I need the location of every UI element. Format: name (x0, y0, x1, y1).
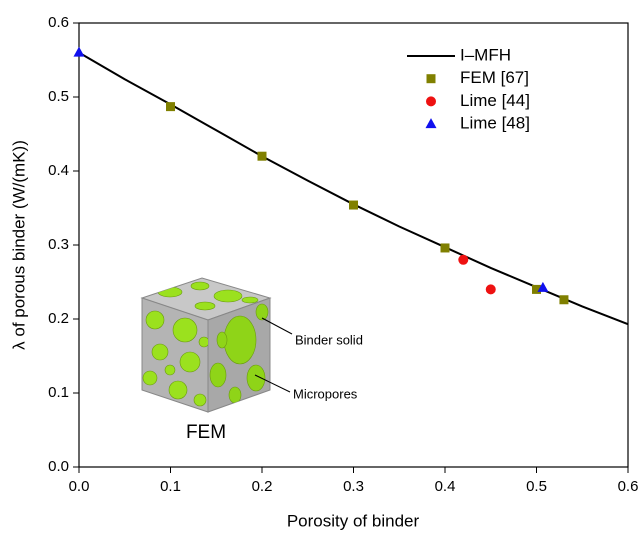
annotation: Binder solid (295, 332, 363, 347)
data-point (440, 243, 450, 253)
legend-label: FEM [67] (460, 68, 529, 87)
y-tick-label: 0.6 (48, 14, 69, 31)
legend-swatch (425, 118, 437, 129)
x-axis-label: Porosity of binder (287, 511, 420, 530)
fem-cube (140, 277, 293, 413)
data-line (78, 51, 629, 326)
x-tick-label: 0.0 (69, 478, 90, 495)
legend-label: Lime [44] (460, 91, 530, 110)
x-tick-label: 0.1 (160, 478, 181, 495)
y-tick-label: 0.3 (48, 236, 69, 253)
x-tick-label: 0.3 (343, 478, 364, 495)
legend-swatch (426, 74, 436, 84)
y-tick-label: 0.2 (48, 310, 69, 327)
y-tick-label: 0.0 (48, 458, 69, 475)
x-tick-label: 0.5 (526, 478, 547, 495)
data-point (537, 281, 549, 292)
y-tick-label: 0.5 (48, 88, 69, 105)
annotation: FEM (186, 422, 226, 443)
x-tick-label: 0.2 (252, 478, 273, 495)
y-axis-label: λ of porous binder (W/(mK)) (9, 140, 28, 350)
y-tick-label: 0.4 (48, 162, 69, 179)
data-point (485, 284, 496, 295)
x-tick-label: 0.4 (435, 478, 456, 495)
legend-label: I–MFH (460, 45, 511, 64)
x-tick-label: 0.6 (618, 478, 639, 495)
data-point (73, 46, 85, 57)
data-point (532, 284, 541, 294)
data-point (559, 295, 569, 305)
data-point (458, 254, 469, 265)
legend-swatch (426, 96, 436, 107)
y-tick-label: 0.1 (48, 384, 69, 401)
legend-label: Lime [48] (460, 114, 530, 133)
data-point (166, 102, 175, 112)
data-point (257, 151, 267, 161)
data-point (349, 200, 358, 210)
annotation: Micropores (293, 386, 358, 401)
